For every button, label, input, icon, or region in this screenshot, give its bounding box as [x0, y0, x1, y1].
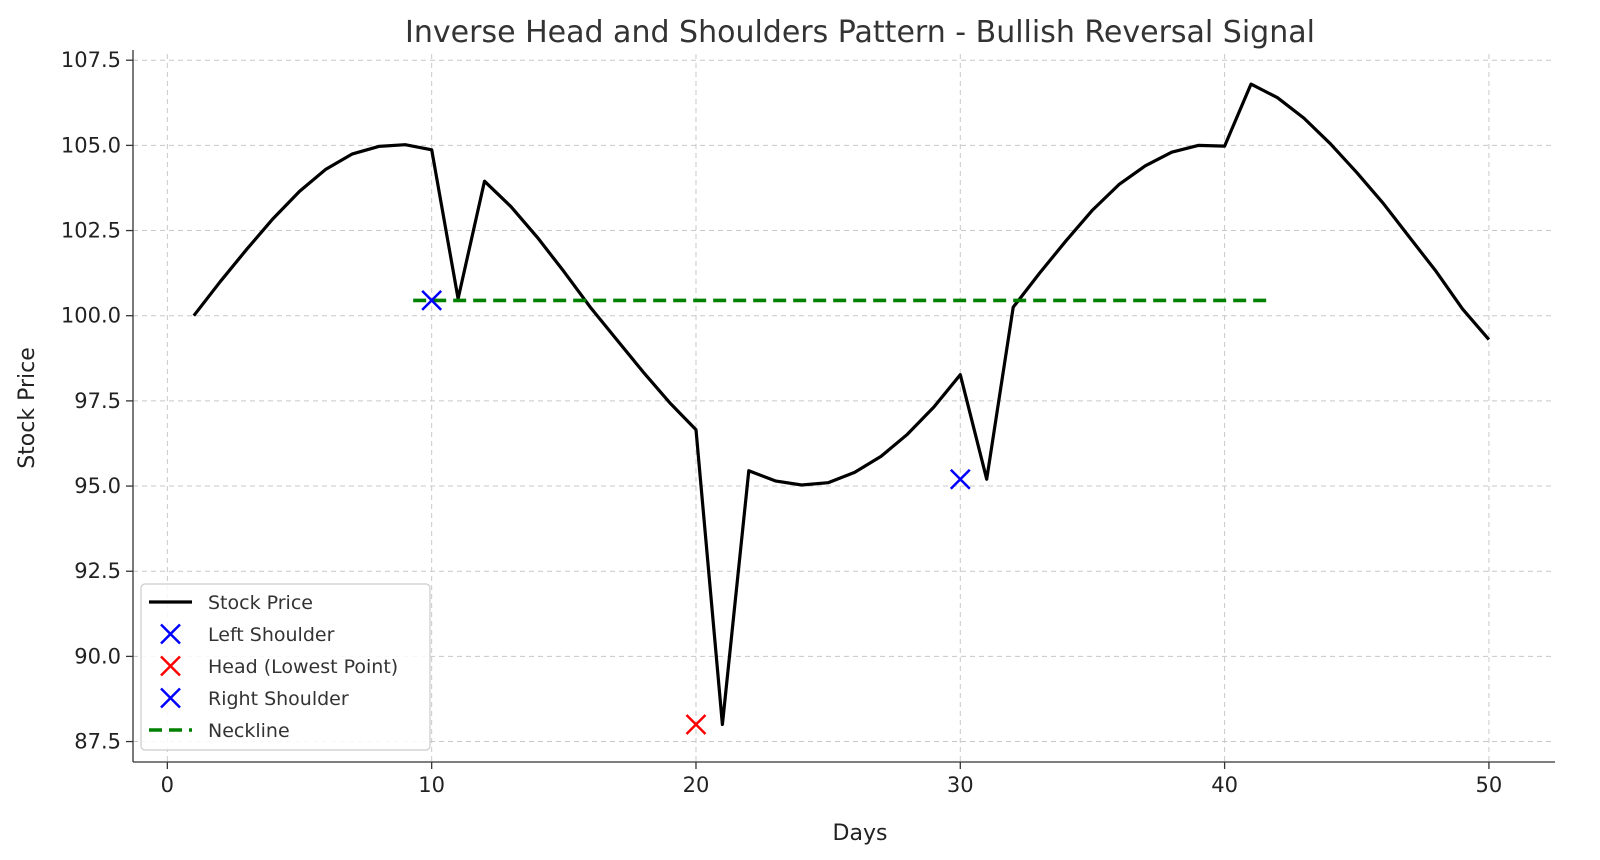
marker-stroke [421, 290, 443, 311]
axes-layer: 0 10 20 30 40 50 87.5 90.0 92.5 95.0 97.5 100.0 102.… [61, 48, 1555, 797]
legend-item-neckline: Neckline [149, 720, 290, 742]
y-tick-label: 102.5 [61, 219, 121, 243]
right-shoulder-marker [949, 468, 971, 490]
y-tick-label: 97.5 [74, 389, 121, 413]
y-tick-label: 107.5 [61, 48, 121, 72]
legend-item-left-shoulder: Left Shoulder [160, 623, 335, 646]
legend: Stock Price Left Shoulder Head (Lowest Poi… [140, 583, 431, 751]
x-tick-label: 50 [1476, 773, 1503, 797]
legend-label: Left Shoulder [208, 624, 335, 646]
marker-stroke [160, 655, 181, 677]
marker-stroke [160, 623, 181, 645]
marker-stroke [685, 714, 707, 735]
x-tick-label: 30 [947, 773, 974, 797]
series-line-stock-price [192, 82, 1491, 727]
x-tick-label: 10 [418, 773, 445, 797]
y-tick-label: 90.0 [74, 644, 121, 668]
x-tick-label: 20 [683, 773, 710, 797]
legend-item-head-lowest-point: Head (Lowest Point) [160, 655, 398, 678]
legend-item-stock-price: Stock Price [149, 592, 313, 614]
marker-stroke [160, 687, 181, 709]
y-axis-title: Stock Price [15, 347, 40, 469]
legend-swatch [160, 623, 181, 645]
legend-label: Stock Price [208, 592, 313, 614]
y-tick-label: 100.0 [61, 304, 121, 328]
legend-label: Head (Lowest Point) [208, 656, 398, 678]
chart-title: Inverse Head and Shoulders Pattern - Bul… [405, 15, 1315, 50]
head-lowest-point-marker [685, 714, 707, 735]
x-axis-title: Days [833, 821, 888, 846]
legend-swatch [160, 687, 181, 709]
y-tick-label: 95.0 [74, 474, 121, 498]
left-shoulder-marker [421, 290, 443, 311]
series-layer [192, 82, 1491, 735]
legend-box [140, 583, 431, 751]
x-tick-label: 0 [161, 773, 174, 797]
y-tick-label: 105.0 [61, 133, 121, 157]
legend-label: Right Shoulder [208, 688, 349, 710]
legend-item-right-shoulder: Right Shoulder [160, 687, 349, 710]
x-tick-label: 40 [1211, 773, 1238, 797]
y-tick-label: 87.5 [74, 730, 121, 754]
legend-label: Neckline [208, 720, 290, 742]
marker-stroke [949, 468, 971, 490]
y-tick-label: 92.5 [74, 559, 121, 583]
legend-swatch [160, 655, 181, 677]
